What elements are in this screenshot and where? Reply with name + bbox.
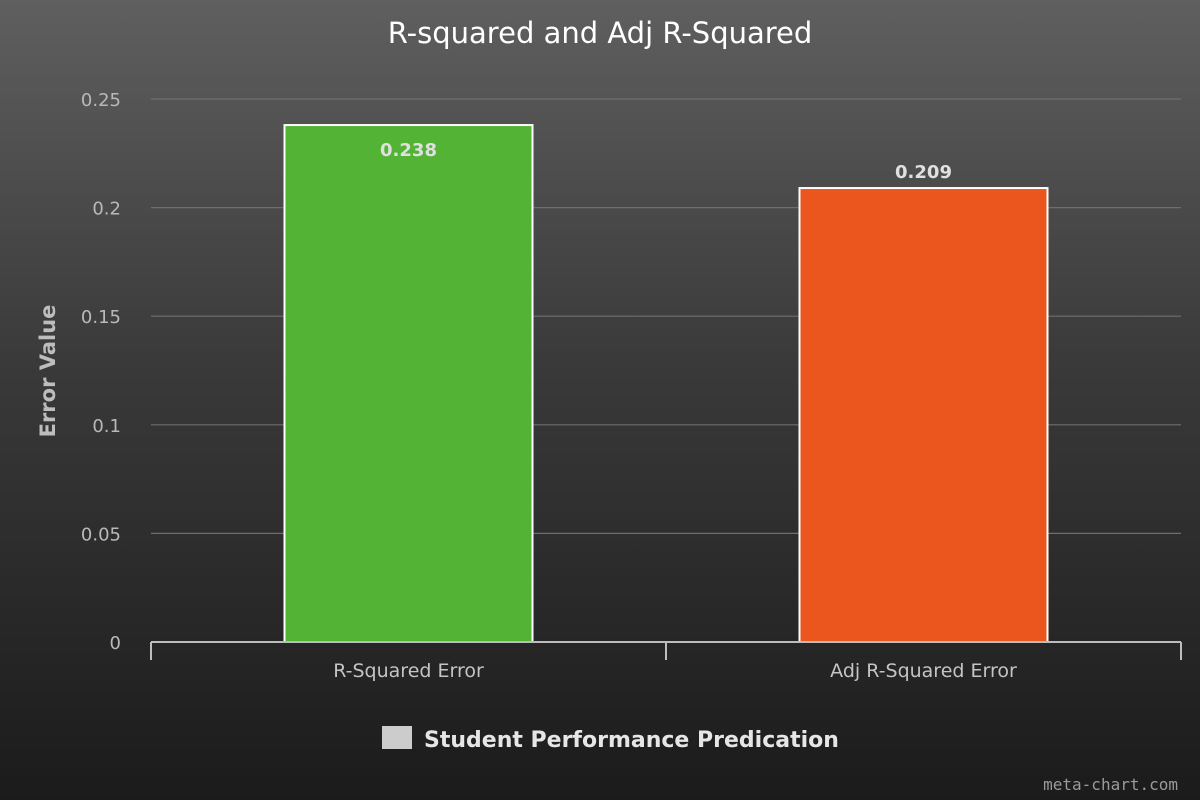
x-axis: R-Squared Error Adj R-Squared Error [150,641,1182,682]
legend-label: Student Performance Predication [424,728,839,753]
x-category-label: Adj R-Squared Error [830,660,1017,682]
bar[interactable] [283,124,534,643]
legend-swatch [382,726,412,749]
y-tick-label: 0.1 [92,416,121,437]
y-axis-title: Error Value [36,305,60,438]
y-tick-label: 0 [110,633,121,654]
bar[interactable] [798,187,1049,643]
y-tick-label: 0.05 [81,524,121,545]
watermark: meta-chart.com [1043,775,1178,794]
bars: 0.238 0.209 [283,124,1049,643]
y-tick-label: 0.15 [81,307,121,328]
y-tick-label: 0.2 [92,199,121,220]
chart-title: R-squared and Adj R-Squared [388,16,813,50]
legend[interactable]: Student Performance Predication [382,726,839,753]
data-label: 0.209 [895,162,952,183]
data-label: 0.238 [380,140,437,161]
y-tick-label: 0.25 [81,90,121,111]
x-category-label: R-Squared Error [333,660,484,682]
y-axis-ticks: 0 0.05 0.1 0.15 0.2 0.25 [81,90,121,654]
